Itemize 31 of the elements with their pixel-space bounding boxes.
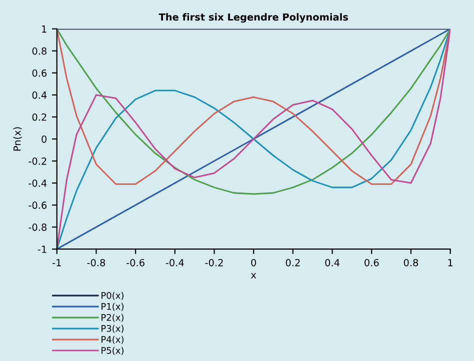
x-tick-label: 0.6 xyxy=(364,258,379,266)
legend-label: P4(x) xyxy=(102,336,124,344)
y-tick-label: -0.8 xyxy=(28,224,46,231)
legend-label: P5(x) xyxy=(102,346,124,355)
x-tick-label: -0.8 xyxy=(87,258,106,266)
x-tick-label: -0.2 xyxy=(205,258,223,266)
x-axis-title: x xyxy=(250,273,256,278)
x-tick-label: 0 xyxy=(251,258,256,266)
x-tick-label: -1 xyxy=(52,259,61,266)
y-tick-label: 0.8 xyxy=(32,47,46,55)
x-tick-label: -0.6 xyxy=(126,258,144,266)
legend-label: P2(x) xyxy=(102,314,124,322)
legend-label: P0(x) xyxy=(102,292,124,300)
y-tick-label: 0.4 xyxy=(32,91,47,99)
legend-label: P3(x) xyxy=(102,324,124,333)
y-tick-label: 1 xyxy=(42,25,46,33)
x-tick-label: 0.8 xyxy=(404,258,418,266)
y-axis-title: Pn(x) xyxy=(13,127,22,151)
x-tick-label: 0.2 xyxy=(286,258,300,266)
y-tick-label: -0.4 xyxy=(28,180,47,187)
chart-title: The first six Legendre Polynomials xyxy=(158,13,348,23)
y-tick-label: 0.6 xyxy=(32,69,47,77)
y-tick-label: -0.2 xyxy=(28,157,46,165)
y-tick-label: -1 xyxy=(38,246,46,253)
x-tick-label: -0.4 xyxy=(166,258,184,266)
x-tick-label: 1 xyxy=(448,259,452,266)
y-tick-label: 0 xyxy=(42,135,47,143)
x-tick-label: 0.4 xyxy=(325,258,340,266)
y-tick-label: 0.2 xyxy=(32,113,46,121)
y-tick-label: -0.6 xyxy=(28,202,47,209)
legend-label: P1(x) xyxy=(102,302,124,311)
